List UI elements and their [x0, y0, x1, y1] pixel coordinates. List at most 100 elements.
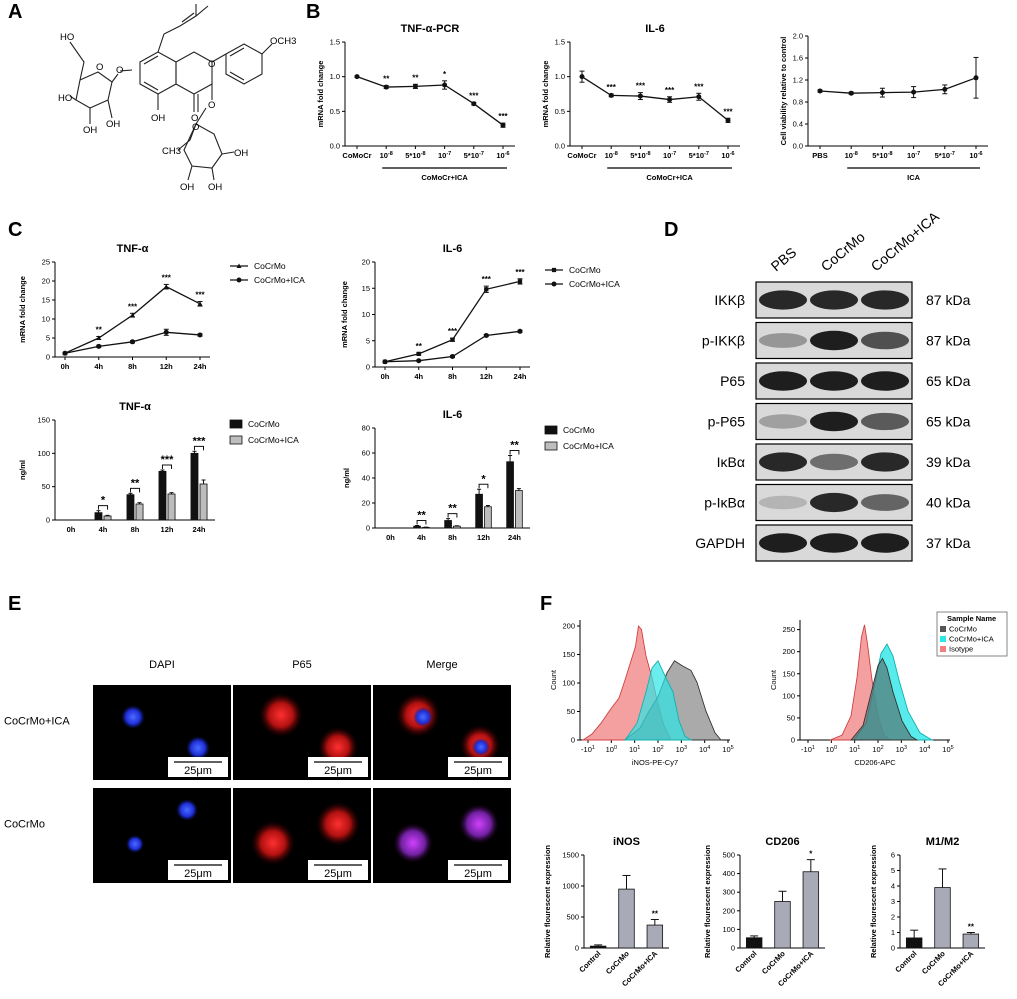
data-point [197, 332, 203, 338]
blot-band [759, 495, 807, 510]
y-tick-label: 500 [566, 913, 579, 922]
scale-label: 25μm [324, 868, 352, 880]
cell-signal [251, 821, 295, 865]
kda-label: 39 kDa [926, 454, 971, 470]
y-tick-label: 10 [362, 310, 370, 319]
data-point [62, 350, 68, 356]
x-tick-label: -101 [801, 745, 815, 754]
x-tick-label: 102 [872, 745, 883, 754]
lane-label: CoCrMo+ICA [868, 208, 943, 274]
y-axis-label: mRNA fold change [316, 61, 325, 128]
significance-label: * [809, 850, 813, 859]
x-tick-label: CoMoCr [567, 151, 596, 160]
chart-tnf-pcr: 0.0 0.5 1.0 1.5 TNF-α-PCR mRNA fold change CoM… [316, 23, 515, 182]
x-axis-label: CD206-APC [854, 758, 896, 767]
data-point [517, 279, 523, 284]
chart-title: TNF-α [119, 401, 151, 413]
bar [167, 493, 176, 521]
chem-label: OCH3 [270, 36, 296, 47]
x-tick-label: 104 [699, 745, 710, 754]
x-tick-label: 12h [480, 372, 493, 381]
significance-label: ** [652, 909, 659, 918]
x-tick-label: CoCrMo [920, 949, 947, 976]
y-axis-label: ng/ml [342, 468, 351, 488]
protein-label: IκBα [717, 454, 745, 470]
x-tick-label: 24h [194, 362, 207, 371]
data-point [450, 337, 455, 342]
legend-box [936, 611, 1008, 657]
x-tick-label: 5*10-8 [630, 151, 650, 160]
flow-histogram-cd206: 0 50 100 150 200 250 -101 100 101 102 103 104 105 CD2… [769, 611, 1008, 767]
legend-label: CoCrMo+ICA [569, 279, 620, 289]
significance-label: *** [128, 302, 138, 311]
x-tick-label: 101 [629, 745, 640, 754]
y-tick-label: 300 [722, 888, 735, 897]
x-tick-label: Control [733, 949, 758, 974]
chart-m1m2-bar: 0 1 2 3 4 5 6 M1/M2 Relative flourescent express… [869, 836, 985, 988]
y-tick-label: 50 [42, 482, 50, 491]
legend-label: CoCrMo [248, 419, 280, 429]
chem-label: OH [151, 113, 165, 124]
blot-band [810, 533, 858, 553]
chem-label: O [192, 122, 199, 133]
series-line [356, 76, 504, 126]
x-tick-label: 10-8 [380, 151, 393, 160]
protein-label: p-P65 [708, 414, 746, 430]
y-tick-label: 1 [891, 928, 895, 937]
data-point [483, 333, 489, 338]
data-point [416, 358, 422, 364]
significance-label: ** [417, 510, 426, 522]
blot-band [861, 412, 909, 431]
y-tick-label: 0 [575, 944, 579, 953]
significance-label: ** [412, 73, 419, 82]
data-point [130, 339, 135, 345]
x-tick-label: 5*10-8 [872, 151, 892, 160]
bar [745, 937, 763, 949]
y-tick-label: 40 [362, 474, 370, 483]
x-tick-label: 12h [477, 533, 490, 542]
y-tick-label: 0 [791, 736, 795, 745]
column-label: Merge [426, 659, 457, 671]
chart-tnf-ngml: 0 50 100 150 TNF-α ng/ml 0h 4h * 8h ** 12h *** 24h ***… [18, 401, 299, 534]
chart-tnf-time: 0 5 10 15 20 25 TNF-α mRNA fold change 0h 4h 8h 12h… [18, 243, 305, 371]
legend-label: CoCrMo [563, 425, 595, 435]
significance-label: *** [498, 112, 508, 121]
y-axis-label: Count [549, 669, 558, 690]
blot-band [759, 414, 807, 429]
protein-label: P65 [720, 373, 745, 389]
y-tick-label: 0.8 [793, 98, 803, 107]
significance-label: ** [448, 503, 457, 515]
chem-label: O [116, 65, 123, 76]
data-point [383, 84, 389, 90]
y-tick-label: 0 [571, 736, 575, 745]
bar [453, 525, 461, 529]
y-tick-label: 20 [362, 258, 370, 267]
y-tick-label: 1.5 [330, 38, 340, 47]
bar [103, 515, 112, 521]
significance-label: *** [694, 82, 704, 91]
x-tick-label: 5*10-7 [689, 151, 709, 160]
x-tick-label: 0h [386, 533, 395, 542]
y-tick-label: 100 [37, 449, 50, 458]
data-point [163, 284, 169, 289]
blot-band [759, 452, 807, 472]
data-point [416, 351, 421, 356]
blot-band [810, 411, 858, 432]
significance-bracket [416, 520, 427, 525]
x-tick-label: 101 [849, 745, 860, 754]
legend-swatch [940, 636, 946, 642]
x-tick-label: 0h [67, 525, 76, 534]
data-point [942, 86, 948, 92]
bar [475, 493, 483, 529]
x-tick-label: Control [577, 949, 602, 974]
x-tick-label: 24h [508, 533, 521, 542]
y-axis-label: Relative flourescent expression [869, 845, 878, 958]
data-point [517, 328, 523, 334]
significance-label: *** [469, 91, 479, 100]
y-tick-label: 25 [42, 258, 50, 267]
x-tick-label: CoMoCr [342, 151, 371, 160]
x-tick-label: 100 [606, 745, 617, 754]
y-tick-label: 200 [782, 647, 795, 656]
legend-label: Isotype [949, 645, 973, 654]
x-tick-label: 24h [193, 525, 206, 534]
